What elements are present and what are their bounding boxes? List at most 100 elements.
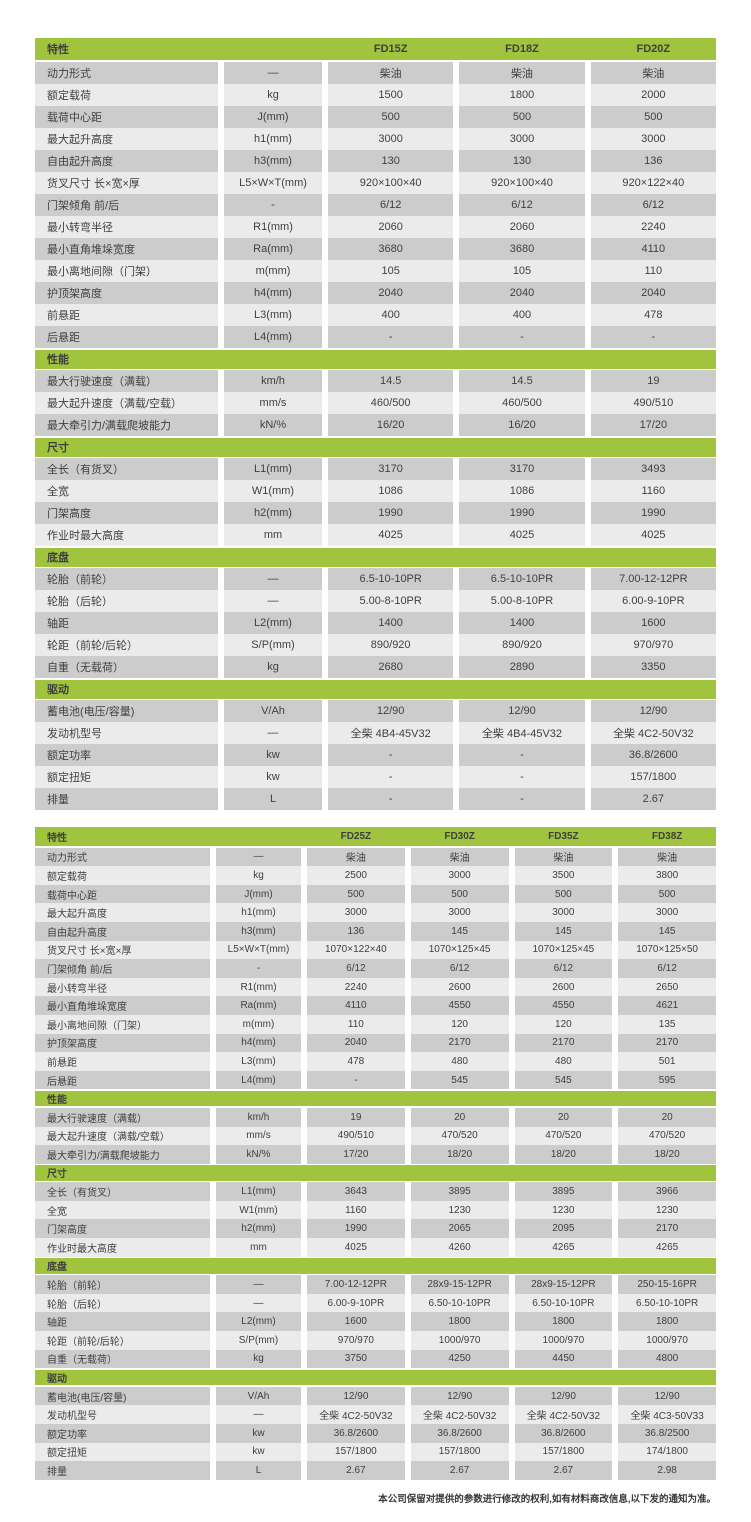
row-unit: — bbox=[224, 568, 322, 590]
model-header-fd18z: FD18Z bbox=[505, 43, 539, 55]
row-label: 额定扭矩 bbox=[35, 1442, 210, 1462]
value-cell-fd20z: 478 bbox=[590, 304, 716, 326]
row-label: 轴距 bbox=[35, 1312, 210, 1332]
spec-row: 最小离地间隙（门架） m(mm) 105 105 110 bbox=[35, 260, 716, 282]
value-cell-fd20z: 157/1800 bbox=[590, 766, 716, 788]
row-unit: Ra(mm) bbox=[216, 996, 301, 1015]
spec-row: 轮距（前轮/后轮） S/P(mm) 890/920 890/920 970/970 bbox=[35, 634, 716, 656]
value-cell-fd18z: 6.5-10-10PR bbox=[459, 568, 585, 590]
value-cell-fd30z: 20 bbox=[410, 1107, 509, 1127]
value-cell-fd20z: 2040 bbox=[590, 282, 716, 304]
value-cell-fd38z: 135 bbox=[618, 1014, 716, 1034]
value-cell-fd30z: 1000/970 bbox=[410, 1331, 509, 1350]
row-unit: — bbox=[216, 1275, 301, 1294]
value-cell-fd38z: 501 bbox=[618, 1052, 716, 1071]
row-unit: V/Ah bbox=[224, 700, 322, 722]
value-cell-fd35z: 2.67 bbox=[514, 1461, 613, 1480]
spec-row: 作业时最大高度 mm 4025 4260 4265 4265 bbox=[35, 1238, 716, 1257]
spec-row: 轴距 L2(mm) 1600 1800 1800 1800 bbox=[35, 1312, 716, 1332]
value-cell-fd18z: 6/12 bbox=[459, 194, 585, 216]
section-header-row: 底盘 bbox=[35, 1257, 716, 1276]
value-cell-fd35z: 28x9-15-12PR bbox=[514, 1275, 613, 1294]
value-cell-fd30z: 12/90 bbox=[410, 1386, 509, 1406]
spec-row: 护顶架高度 h4(mm) 2040 2170 2170 2170 bbox=[35, 1033, 716, 1053]
value-cell-fd35z: 4450 bbox=[514, 1349, 613, 1369]
value-cell-fd30z: 545 bbox=[410, 1070, 509, 1090]
spec-row: 自重（无载荷） kg 3750 4250 4450 4800 bbox=[35, 1349, 716, 1369]
value-cell-fd15z: 1500 bbox=[328, 84, 454, 106]
row-unit: — bbox=[224, 590, 322, 612]
value-cell-fd35z: 3500 bbox=[514, 866, 613, 885]
row-label: 货叉尺寸 长×宽×厚 bbox=[35, 172, 218, 194]
section-title: 尺寸 bbox=[35, 1165, 716, 1181]
value-cell-fd25z: 136 bbox=[307, 921, 405, 941]
row-label: 动力形式 bbox=[35, 62, 218, 84]
value-cell-fd20z: 4110 bbox=[590, 238, 716, 260]
row-label: 额定功率 bbox=[35, 744, 218, 766]
value-cell-fd30z: 6/12 bbox=[410, 959, 509, 978]
spec-row: 发动机型号 — 全柴 4C2-50V32 全柴 4C2-50V32 全柴 4C2-50V… bbox=[35, 1405, 716, 1424]
value-cell-fd15z: 12/90 bbox=[328, 700, 454, 722]
spec-row: 轮胎（后轮） —6.00-9-10PR 6.50-10-10PR 6.50-10-10… bbox=[35, 1293, 716, 1313]
row-unit: kw bbox=[216, 1442, 301, 1462]
row-label: 自由起升高度 bbox=[35, 150, 218, 172]
value-cell-fd35z: 120 bbox=[514, 1014, 613, 1034]
row-label: 门架倾角 前/后 bbox=[35, 959, 210, 978]
value-cell-fd30z: 28x9-15-12PR bbox=[410, 1275, 509, 1294]
value-cell-fd15z: 柴油 bbox=[328, 62, 454, 84]
value-cell-fd25z: 全柴 4C2-50V32 bbox=[307, 1405, 405, 1424]
row-unit: — bbox=[216, 1293, 301, 1313]
value-cell-fd35z: 柴油 bbox=[514, 847, 613, 867]
model-header-fd15z: FD15Z bbox=[373, 43, 408, 55]
section-header-row: 驱动 bbox=[35, 1368, 716, 1387]
row-unit: L4(mm) bbox=[224, 326, 322, 348]
value-cell-fd18z: 105 bbox=[459, 260, 585, 282]
value-cell-fd15z: 4025 bbox=[328, 524, 454, 546]
value-cell-fd35z: 145 bbox=[514, 921, 613, 941]
model-header-fd38z: FD38Z bbox=[651, 830, 683, 842]
feature-header-label: 特性 bbox=[47, 832, 67, 844]
row-label: 载荷中心距 bbox=[35, 884, 210, 904]
value-cell-fd18z: 2040 bbox=[459, 282, 585, 304]
row-unit: kg bbox=[224, 84, 322, 106]
spec-row: 额定载荷 kg 2500 3000 3500 3800 bbox=[35, 866, 716, 885]
section-title: 驱动 bbox=[35, 679, 716, 699]
value-cell-fd15z: 2040 bbox=[328, 282, 454, 304]
section-title: 底盘 bbox=[35, 547, 716, 567]
value-cell-fd25z: 19 bbox=[307, 1107, 405, 1127]
value-cell-fd20z: 2000 bbox=[590, 84, 716, 106]
value-cell-fd20z: 1160 bbox=[590, 480, 716, 502]
value-cell-fd15z: - bbox=[328, 326, 454, 348]
row-label: 轮胎（前轮） bbox=[35, 1275, 210, 1294]
value-cell-fd18z: 16/20 bbox=[459, 414, 585, 436]
value-cell-fd38z: 145 bbox=[618, 921, 716, 941]
row-unit: Ra(mm) bbox=[224, 238, 322, 260]
spec-row: 最小转弯半径 R1(mm) 2060 2060 2240 bbox=[35, 216, 716, 238]
value-cell-fd15z: 1400 bbox=[328, 612, 454, 634]
spec-row: 全长（有货叉） L1(mm) 3170 3170 3493 bbox=[35, 458, 716, 480]
row-unit: km/h bbox=[224, 370, 322, 392]
value-cell-fd35z: 500 bbox=[514, 884, 613, 904]
value-cell-fd25z: 36.8/2600 bbox=[307, 1424, 405, 1443]
section-title: 性能 bbox=[35, 1090, 716, 1107]
row-label: 额定扭矩 bbox=[35, 766, 218, 788]
row-unit: J(mm) bbox=[224, 106, 322, 128]
value-cell-fd15z: 14.5 bbox=[328, 370, 454, 392]
value-cell-fd18z: 2890 bbox=[459, 656, 585, 678]
row-unit: h4(mm) bbox=[224, 282, 322, 304]
spec-row: 排量 L 2.67 2.67 2.67 2.98 bbox=[35, 1461, 716, 1480]
value-cell-fd38z: 18/20 bbox=[618, 1145, 716, 1164]
value-cell-fd35z: 20 bbox=[514, 1107, 613, 1127]
value-cell-fd35z: 3895 bbox=[514, 1182, 613, 1201]
row-unit: h3(mm) bbox=[216, 921, 301, 941]
header-unit-spacer bbox=[216, 827, 301, 846]
spec-row: 最大行驶速度（满载） km/h 19 20 20 20 bbox=[35, 1107, 716, 1127]
value-cell-fd30z: 1070×125×45 bbox=[410, 940, 509, 960]
model-header-fd25z: FD25Z bbox=[340, 830, 372, 842]
value-cell-fd25z: 1600 bbox=[307, 1312, 405, 1332]
row-unit: h2(mm) bbox=[216, 1219, 301, 1239]
row-label: 全宽 bbox=[35, 1200, 210, 1220]
table-header-row: 特性 FD25Z FD30Z FD35Z FD38Z bbox=[35, 827, 716, 846]
spec-row: 护顶架高度 h4(mm) 2040 2040 2040 bbox=[35, 282, 716, 304]
row-label: 作业时最大高度 bbox=[35, 524, 218, 546]
